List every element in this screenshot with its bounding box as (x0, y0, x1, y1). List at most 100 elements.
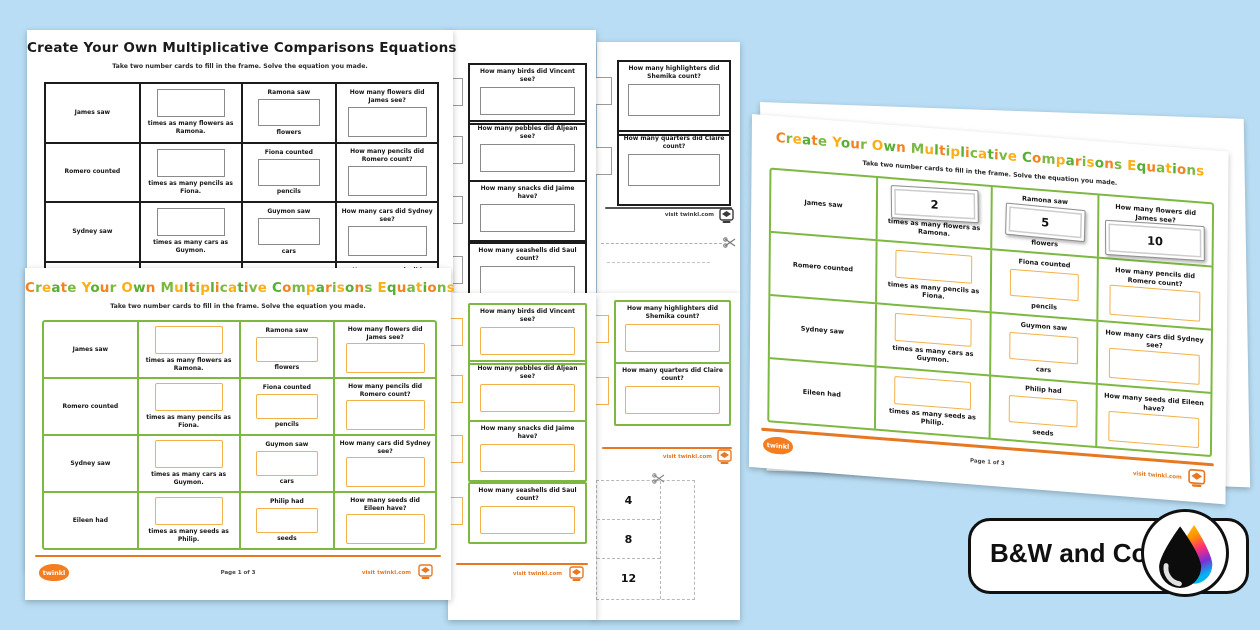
question-text: How many pencils did Romero count? (348, 382, 423, 398)
partner-label: Guymon saw (265, 441, 309, 448)
answer-box (347, 166, 427, 197)
number-card-slot (154, 440, 223, 469)
scissors-icon (652, 473, 665, 484)
unit-label: cars (281, 247, 296, 255)
worksheet-page-color-2: How many birds did Vincent see? How many… (446, 293, 596, 620)
partner-label: Guymon saw (1020, 320, 1068, 333)
answer-box (595, 147, 612, 175)
answer-box (1108, 410, 1199, 449)
worksheet-subtitle: Take two number cards to fill in the fra… (110, 303, 366, 310)
answer-box (628, 83, 720, 116)
number-card-slot (154, 497, 223, 526)
question-cell: How many highlighters did Shemika count? (614, 300, 731, 364)
partner-label: Fiona counted (1018, 257, 1071, 270)
subject-label: Sydney saw (70, 459, 111, 467)
footer-divider (602, 447, 732, 450)
number-card-slot (256, 336, 318, 363)
subject-label: James saw (72, 345, 109, 353)
page-number-label: Page 1 of 3 (220, 570, 256, 576)
partner-label: Fiona counted (262, 384, 311, 391)
answer-box (625, 323, 720, 352)
comparison-table: James saw 2 times as many flowers as Ram… (767, 167, 1215, 458)
number-cards-cutout: 4 8 12 (596, 480, 695, 600)
cut-line (660, 481, 661, 599)
number-card: 12 (620, 571, 637, 585)
answer-box (1109, 347, 1200, 385)
twinkl-cap-icon (717, 449, 732, 464)
table-row: Sydney saw times as many cars as Guymon.… (44, 434, 435, 491)
number-card-slot (894, 312, 972, 347)
answer-box (345, 514, 425, 545)
number-card-slot (256, 450, 318, 477)
answer-box (479, 203, 576, 232)
question-cell: How many birds did Vincent see? (468, 303, 587, 365)
unit-label: pencils (274, 421, 299, 429)
worksheet-title: Create Your Own Multiplicative Compariso… (27, 40, 457, 56)
question-text: How many snacks did Jaime have? (480, 425, 575, 440)
question-cell: How many quarters did Claire count? (617, 130, 731, 206)
partner-label: Fiona counted (264, 148, 313, 156)
question-text: How many pebbles did Aljean see? (477, 365, 578, 380)
partner-label: Ramona saw (267, 89, 311, 96)
question-cell: How many snacks did Jaime have? (468, 420, 587, 482)
unit-label: pencils (1031, 301, 1058, 312)
answer-box (479, 265, 576, 294)
unit-label: cars (279, 478, 294, 486)
twinkl-cap-icon (569, 566, 584, 581)
number-card: 5 (1004, 202, 1086, 243)
number-card-slot (156, 148, 225, 177)
number-card-slot (258, 218, 320, 246)
unit-label: cars (1035, 364, 1052, 374)
subject-label: Eileen had (802, 388, 841, 400)
partner-label: Ramona saw (265, 327, 309, 334)
answer-box (345, 400, 425, 431)
answer-box (479, 143, 576, 172)
answer-box (595, 77, 612, 105)
subject-label: Romero counted (62, 402, 119, 410)
subject-label: James saw (804, 198, 843, 210)
table-row: Romero counted times as many pencils as … (44, 377, 435, 434)
question-cell: How many quarters did Claire count? (614, 362, 731, 426)
worksheet-page-color-rotated: Create Your Own Multiplicative Compariso… (748, 114, 1229, 505)
unit-label: seeds (277, 535, 297, 543)
visit-link-label: visit twinkl.com (361, 570, 411, 576)
number-card-slot (1008, 394, 1079, 428)
visit-link-label: visit twinkl.com (662, 454, 712, 460)
unit-label: seeds (1032, 427, 1054, 438)
number-card-slot (156, 208, 225, 237)
number-card-slot (256, 393, 318, 420)
worksheet-page-bw-2: How many birds did Vincent see? How many… (446, 30, 596, 300)
visit-link-label: visit twinkl.com (1132, 470, 1182, 481)
twinkl-cap-icon (418, 564, 433, 579)
question-text: How many quarters did Claire count? (622, 367, 723, 382)
table-row: Romero counted times as many pencils as … (46, 141, 437, 201)
number-card-slot (258, 158, 320, 186)
brand-label: twinkl (42, 568, 66, 577)
footer-divider (35, 555, 441, 558)
partner-label: Philip had (269, 498, 304, 505)
number-card-slot (1009, 268, 1080, 302)
question-text: How many pebbles did Aljean see? (477, 125, 578, 140)
times-label: times as many pencils as Fiona. (146, 414, 231, 429)
answer-box (628, 153, 720, 186)
scissors-icon (723, 237, 736, 248)
number-card-slot (256, 507, 318, 534)
worksheet-title: Create Your Own Multiplicative Compariso… (25, 280, 455, 296)
subject-label: Sydney saw (800, 324, 845, 337)
twinkl-cap-icon (719, 208, 734, 223)
question-cell: How many seashells did Saul count? (468, 482, 587, 544)
question-text: How many highlighters did Shemika count? (626, 305, 719, 320)
times-label: times as many flowers as Ramona. (147, 120, 234, 136)
answer-box (345, 343, 425, 374)
answer-box (345, 457, 425, 488)
question-cell: How many highlighters did Shemika count? (617, 60, 731, 136)
unit-label: flowers (274, 364, 300, 372)
subject-label: Romero counted (64, 168, 121, 176)
number-card-slot (258, 99, 320, 127)
partner-label: Guymon saw (267, 208, 311, 215)
subject-label: Romero counted (792, 260, 854, 274)
worksheet-page-color-3: How many highlighters did Shemika count?… (592, 293, 740, 620)
number-card-slot (893, 375, 972, 410)
number-card: 10 (1105, 219, 1206, 262)
worksheet-page-color-1: Create Your Own Multiplicative Compariso… (25, 268, 455, 600)
